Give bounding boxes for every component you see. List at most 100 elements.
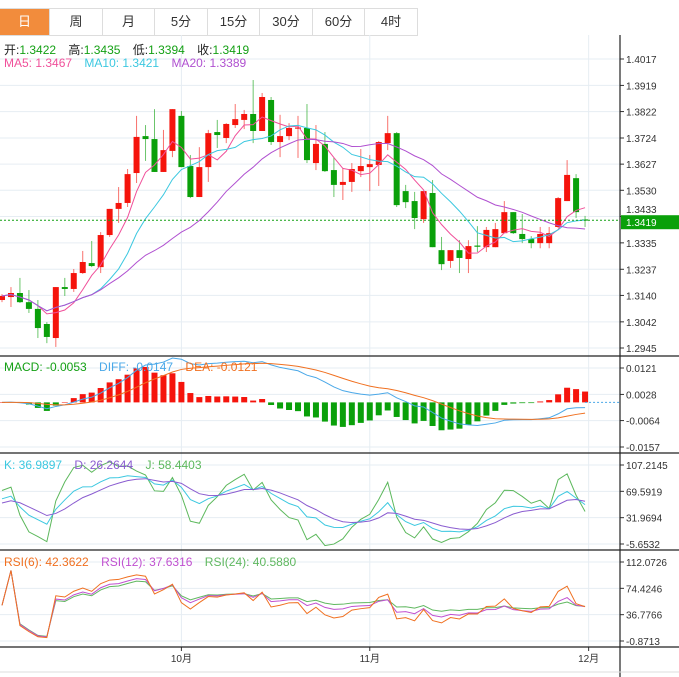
d-value: D: 26.2644 (74, 458, 134, 472)
candle-body (187, 166, 194, 198)
price-tick-label: 1.3822 (626, 108, 657, 119)
macd-value: MACD: -0.0053 (4, 360, 87, 374)
candle-body (259, 97, 266, 131)
macd-bar (528, 402, 535, 404)
candle-body (528, 239, 535, 244)
macd-bar (97, 388, 104, 403)
rsi12-line (1, 570, 586, 638)
macd-bar (79, 394, 86, 403)
macd-bar (411, 402, 418, 424)
candle-body (295, 127, 302, 129)
rsi-tick-label: 112.0726 (626, 558, 667, 569)
candle-body (250, 113, 257, 131)
candle-body (357, 166, 364, 172)
tab-day[interactable]: 日 (0, 9, 50, 35)
ma10-line (1, 124, 586, 312)
macd-bar (312, 402, 319, 418)
candle-body (375, 142, 382, 165)
low-label: 低: (132, 43, 149, 57)
price-tick-label: 1.3335 (626, 239, 657, 250)
ohlc-legend: 开:1.3422 高:1.3435 低:1.3394 收:1.3419 (4, 41, 258, 58)
candle-body (61, 287, 68, 289)
close-label: 收: (197, 43, 213, 57)
candle-body (501, 212, 508, 234)
candle-body (277, 136, 284, 143)
candle-body (34, 308, 41, 329)
candle-body (232, 119, 239, 126)
candle-body (142, 136, 149, 140)
macd-bar (537, 401, 544, 403)
macd-bar (447, 402, 454, 430)
macd-bar (402, 402, 409, 421)
diff-value: DIFF: -0.0147 (99, 360, 174, 374)
price-tick-label: 1.3919 (626, 81, 657, 92)
macd-bar (160, 375, 167, 403)
ma5-line (1, 116, 586, 315)
macd-bar (483, 402, 490, 416)
tab-30min[interactable]: 30分 (260, 9, 313, 35)
macd-bar (277, 402, 284, 409)
macd-bar (259, 399, 266, 403)
macd-bar (133, 368, 140, 403)
ma-legend: MA5: 1.3467 MA10: 1.3421 MA20: 1.3389 (4, 56, 255, 70)
j-line (1, 461, 586, 547)
tab-4hour[interactable]: 4时 (365, 9, 418, 35)
macd-bar (43, 402, 50, 411)
current-price-label: 1.3419 (626, 218, 657, 229)
macd-bar (339, 402, 346, 427)
period-tabs: 日 周 月 5分 15分 30分 60分 4时 (0, 8, 418, 36)
price-tick-label: 1.3530 (626, 186, 657, 197)
candle-body (321, 143, 328, 172)
rsi24-line (1, 570, 586, 637)
macd-legend: MACD: -0.0053 DIFF: -0.0147 DEA: -0.0121 (4, 360, 266, 374)
tab-5min[interactable]: 5分 (155, 9, 208, 35)
candle-body (384, 133, 391, 144)
macd-bar (438, 402, 445, 431)
macd-bar (295, 402, 302, 412)
macd-bar (196, 397, 203, 403)
rsi-tick-label: 74.4246 (626, 584, 663, 595)
macd-bar (555, 394, 562, 403)
candle-body (573, 178, 580, 213)
tab-15min[interactable]: 15分 (208, 9, 260, 35)
macd-bar (474, 402, 481, 422)
macd-tick-label: -0.0064 (626, 417, 660, 428)
candle-body (510, 212, 517, 234)
ma5-legend: MA5: 1.3467 (4, 56, 73, 70)
macd-bar (286, 402, 293, 411)
candle-body (115, 202, 122, 209)
price-tick-label: 1.3627 (626, 160, 657, 171)
tab-week[interactable]: 周 (50, 9, 103, 35)
candle-body (411, 201, 418, 219)
close-value: 1.3419 (212, 43, 250, 57)
macd-bar (384, 402, 391, 411)
candle-body (7, 293, 14, 298)
price-tick-label: 1.4017 (626, 55, 657, 66)
x-tick-label: 12月 (578, 653, 599, 665)
candle-body (564, 174, 571, 202)
candle-body (546, 233, 553, 244)
macd-bar (393, 402, 400, 417)
tab-60min[interactable]: 60分 (313, 9, 365, 35)
macd-bar (178, 381, 185, 403)
candle-body (97, 235, 104, 268)
price-tick-label: 1.2945 (626, 344, 657, 355)
macd-bar (61, 402, 68, 403)
tab-month[interactable]: 月 (103, 9, 155, 35)
macd-bar (510, 402, 517, 404)
price-tick-label: 1.3237 (626, 265, 657, 276)
candle-body (474, 245, 481, 247)
candle-body (43, 324, 50, 337)
k-value: K: 36.9897 (4, 458, 63, 472)
diff-line (1, 357, 586, 426)
macd-bar (573, 389, 580, 403)
candle-body (88, 263, 95, 267)
kdj-tick-label: 107.2145 (626, 461, 668, 472)
candle-body (169, 109, 176, 151)
macd-bar (70, 398, 77, 403)
macd-bar (52, 402, 59, 406)
macd-bar (205, 395, 212, 403)
macd-bar (501, 402, 508, 405)
candle-body (151, 139, 158, 172)
